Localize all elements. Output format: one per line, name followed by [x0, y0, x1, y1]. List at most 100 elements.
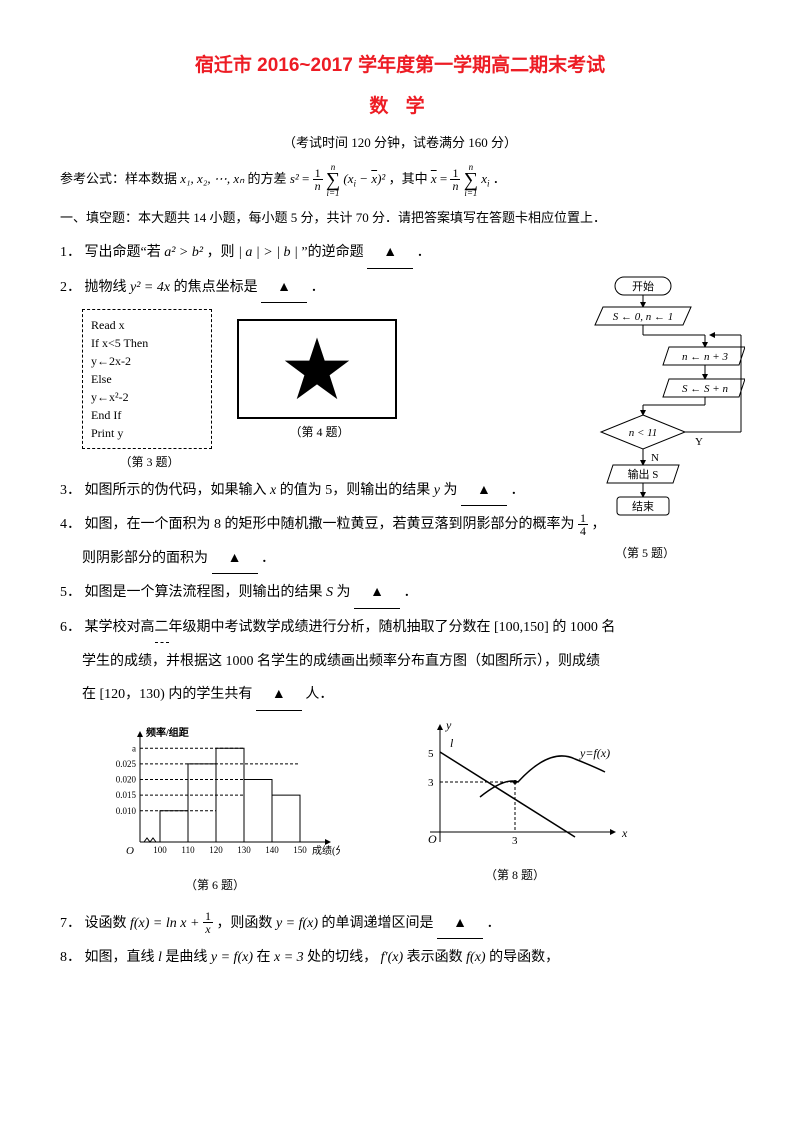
q7-frac: 1x [203, 910, 213, 936]
q1-c: ”的逆命题 [301, 245, 363, 260]
q8-b: 是曲线 [165, 950, 211, 965]
q6-l3a: 在 [120，130) 内的学生共有 [82, 687, 252, 702]
q3-num: 3． [60, 483, 81, 498]
svg-text:n ← n + 3: n ← n + 3 [682, 351, 728, 363]
fig4-caption: （第 4 题） [237, 423, 402, 440]
q1-m2: | a | > | b | [238, 245, 298, 260]
svg-text:5: 5 [428, 748, 434, 760]
q6-l3b: 人． [305, 687, 333, 702]
q1-a: 写出命题“若 [85, 245, 165, 260]
svg-text:0.020: 0.020 [116, 774, 137, 784]
q8-d: 处的切线， [307, 950, 377, 965]
svg-text:110: 110 [181, 845, 195, 855]
q6-num: 6． [60, 620, 81, 635]
q7-num: 7． [60, 916, 81, 931]
svg-text:0.015: 0.015 [116, 790, 137, 800]
q1-blank: ▲ [367, 238, 413, 268]
q5-blank: ▲ [354, 578, 400, 608]
flowchart-svg: 开始 S ← 0, n ← 1 n ← n + 3 S ← S + n n < … [545, 275, 745, 535]
q6-blank: ▲ [256, 680, 302, 710]
q8-fp: f′(x) [381, 950, 404, 965]
svg-text:150: 150 [293, 845, 307, 855]
svg-text:3: 3 [512, 835, 518, 847]
exam-title-line2: 数 学 [60, 91, 740, 118]
q6-l1: 某学校对高二年级期中考试数学成绩进行分析，随机抽取了分数在 [100,150] … [85, 620, 616, 635]
q8-c: 在 [256, 950, 274, 965]
formula-eq2: = [440, 171, 451, 186]
star-icon [282, 334, 352, 404]
sum-body1: (xi − x)² [343, 171, 385, 186]
exam-meta: （考试时间 120 分钟，试卷满分 160 分） [60, 132, 740, 151]
q8-x: x = 3 [274, 950, 304, 965]
histogram-svg: 频率/组距成绩(分)O0.0100.0150.0200.025a10011012… [90, 717, 340, 867]
svg-text:成绩(分): 成绩(分) [312, 844, 340, 857]
q2-num: 2． [60, 280, 81, 295]
q3-blank: ▲ [461, 476, 507, 506]
q1-b: ，则 [207, 245, 239, 260]
svg-text:120: 120 [209, 845, 223, 855]
q3-y: y [434, 483, 440, 498]
q7-b: ，则函数 [216, 916, 276, 931]
q1-tail: ． [417, 245, 431, 260]
pc-l4: Else [91, 370, 203, 388]
q1-m1: a² > b² [164, 245, 203, 260]
q3-tail: ． [510, 483, 524, 498]
q3-b: 的值为 5，则输出的结果 [280, 483, 434, 498]
formula-xbar: x [431, 171, 437, 186]
frac-1-n-b: 1n [450, 167, 460, 193]
q8-l: l [158, 950, 162, 965]
q3-a: 如图所示的伪代码，如果输入 [85, 483, 271, 498]
fig6-caption: （第 6 题） [90, 876, 340, 893]
star-box [237, 319, 397, 419]
svg-text:140: 140 [265, 845, 279, 855]
figure-3: Read x If x<5 Then y←2x-2 Else y←x²-2 En… [82, 309, 217, 470]
figure-4: （第 4 题） [237, 319, 402, 440]
q5-num: 5． [60, 585, 81, 600]
formula-eq: = [302, 171, 313, 186]
question-1: 1． 写出命题“若 a² > b² ，则 | a | > | b | ”的逆命题… [60, 238, 740, 268]
q8-y: y = f(x) [211, 950, 253, 965]
q2-b: 的焦点坐标是 [174, 280, 258, 295]
pc-l5: y←x²-2 [91, 388, 203, 406]
q3-x: x [270, 483, 276, 498]
q7-tail: ． [487, 916, 501, 931]
q7-y: y = f(x) [276, 916, 318, 931]
q8-num: 8． [60, 950, 81, 965]
section-1-heading: 一、填空题：本大题共 14 小题，每小题 5 分，共计 70 分．请把答案填写在… [60, 207, 740, 226]
fig5-caption: （第 5 题） [545, 544, 745, 561]
svg-text:O: O [428, 832, 437, 846]
q5-tail: ． [404, 585, 418, 600]
pc-l6: End If [91, 406, 203, 424]
figure-8-graph: x y O l y=f(x) 5 3 3 （第 8 题） [400, 717, 630, 893]
svg-text:开始: 开始 [632, 279, 654, 293]
question-5: 5． 如图是一个算法流程图，则输出的结果 S 为 ▲ ． [60, 578, 740, 608]
q4-blank: ▲ [212, 544, 258, 574]
svg-text:130: 130 [237, 845, 251, 855]
pc-l2: If x<5 Then [91, 334, 203, 352]
question-6-l3: 在 [120，130) 内的学生共有 ▲ 人． [60, 680, 740, 710]
q4-l1a: 如图，在一个面积为 8 的矩形中随机撒一粒黄豆，若黄豆落到阴影部分的概率为 [85, 517, 579, 532]
q3-c: 为 [443, 483, 457, 498]
q8-fx: f(x) [466, 950, 485, 965]
question-8: 8． 如图，直线 l 是曲线 y = f(x) 在 x = 3 处的切线， f′… [60, 943, 740, 972]
q7-blank: ▲ [437, 909, 483, 939]
svg-text:输出 S: 输出 S [628, 467, 659, 481]
tangent-svg: x y O l y=f(x) 5 3 3 [400, 717, 630, 857]
q8-a: 如图，直线 [85, 950, 159, 965]
formula-vars: x₁, x₂, ⋯, xₙ [180, 171, 244, 186]
sum-icon: n∑i=1 [326, 163, 340, 197]
q8-f: 的导函数， [489, 950, 559, 965]
svg-text:0.010: 0.010 [116, 805, 137, 815]
q5-S: S [326, 585, 333, 600]
q1-num: 1． [60, 245, 81, 260]
svg-text:结束: 结束 [632, 500, 654, 513]
q4-l2a: 则阴影部分的面积为 [82, 551, 208, 566]
exam-title-line1: 宿迁市 2016~2017 学年度第一学期高二期末考试 [60, 50, 740, 77]
pc-l1: Read x [91, 316, 203, 334]
q2-m1: y² = 4x [130, 280, 170, 295]
svg-text:Y: Y [695, 436, 703, 448]
q4-num: 4． [60, 517, 81, 532]
pc-l7: Print y [91, 424, 203, 442]
pseudocode-box: Read x If x<5 Then y←2x-2 Else y←x²-2 En… [82, 309, 212, 449]
q5-b: 为 [337, 585, 351, 600]
